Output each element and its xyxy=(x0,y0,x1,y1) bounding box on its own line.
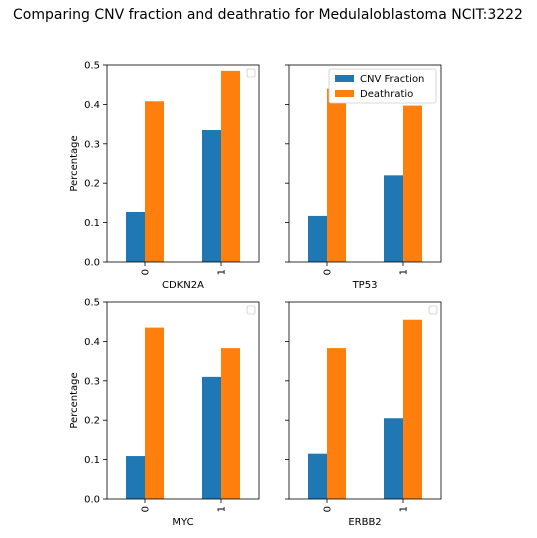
subplot-myc: 0.0 0.1 0.2 0.3 0.4 0.5 Percentage 0 1 MYC xyxy=(69,298,260,528)
y-tick-label: 0.5 xyxy=(84,61,100,72)
legend-swatch-cnv-fraction xyxy=(335,75,354,82)
bar-erbb2-deathratio-0 xyxy=(327,348,346,499)
bar-cdkn2a-cnv-fraction-0 xyxy=(126,211,145,262)
legend-label-cnv-fraction: CNV Fraction xyxy=(360,74,424,85)
x-tick-label: 0 xyxy=(323,506,334,512)
empty-legend-box xyxy=(246,305,256,315)
bar-myc-deathratio-0 xyxy=(145,327,164,499)
x-axis-label-myc: MYC xyxy=(172,517,193,528)
bar-tp53-cnv-fraction-0 xyxy=(308,215,327,262)
y-tick-label: 0.1 xyxy=(84,455,100,466)
y-tick-label: 0.2 xyxy=(84,416,100,427)
y-axis-label: Percentage xyxy=(69,135,80,191)
legend-label-deathratio: Deathratio xyxy=(360,89,413,100)
x-tick-label: 1 xyxy=(399,269,410,275)
y-axis-label: Percentage xyxy=(69,372,80,428)
plot-frame xyxy=(106,64,260,263)
x-axis-label-cdkn2a: CDKN2A xyxy=(162,280,204,291)
legend: CNV Fraction Deathratio xyxy=(328,68,437,104)
bar-tp53-deathratio-0 xyxy=(327,88,346,262)
x-axis-label-tp53: TP53 xyxy=(352,280,378,291)
bar-myc-cnv-fraction-0 xyxy=(126,456,145,499)
x-tick-label: 0 xyxy=(323,269,334,275)
bar-cdkn2a-cnv-fraction-1 xyxy=(202,130,221,262)
subplot-tp53: 0 1 TP53 CNV Fraction Deathratio xyxy=(285,64,442,291)
empty-legend-box xyxy=(246,68,256,78)
bar-myc-deathratio-1 xyxy=(221,348,240,499)
x-tick-label: 1 xyxy=(399,506,410,512)
y-tick-label: 0.3 xyxy=(84,376,100,387)
y-tick-label: 0.4 xyxy=(84,337,100,348)
bar-tp53-cnv-fraction-1 xyxy=(384,175,403,262)
x-tick-label: 1 xyxy=(217,506,228,512)
legend-swatch-deathratio xyxy=(335,90,354,97)
bar-erbb2-cnv-fraction-1 xyxy=(384,418,403,499)
plot-frame xyxy=(288,64,442,263)
x-tick-label: 0 xyxy=(141,506,152,512)
legend-box xyxy=(328,68,437,104)
y-tick-label: 0.2 xyxy=(84,179,100,190)
plot-frame xyxy=(288,301,442,500)
y-tick-label: 0.4 xyxy=(84,100,100,111)
bar-tp53-deathratio-1 xyxy=(403,105,422,262)
chart-title: Comparing CNV fraction and deathratio fo… xyxy=(13,7,523,23)
x-axis-label-erbb2: ERBB2 xyxy=(348,517,381,528)
subplots: 0.0 0.1 0.2 0.3 0.4 0.5 Percentage 0 1 CDKN2A 0 1 TP… xyxy=(69,61,442,528)
subplot-erbb2: 0 1 ERBB2 xyxy=(285,301,442,528)
y-tick-label: 0.0 xyxy=(84,495,100,506)
bar-erbb2-deathratio-1 xyxy=(403,319,422,499)
bar-cdkn2a-deathratio-0 xyxy=(145,101,164,262)
bar-erbb2-cnv-fraction-0 xyxy=(308,453,327,499)
plot-frame xyxy=(106,301,260,500)
bar-cdkn2a-deathratio-1 xyxy=(221,70,240,262)
subplot-cdkn2a: 0.0 0.1 0.2 0.3 0.4 0.5 Percentage 0 1 CDKN2A xyxy=(69,61,260,291)
y-tick-label: 0.3 xyxy=(84,139,100,150)
x-tick-label: 1 xyxy=(217,269,228,275)
x-tick-label: 0 xyxy=(141,269,152,275)
empty-legend-box xyxy=(428,305,438,315)
y-tick-label: 0.0 xyxy=(84,258,100,269)
y-tick-label: 0.5 xyxy=(84,298,100,309)
y-tick-label: 0.1 xyxy=(84,218,100,229)
bar-myc-cnv-fraction-1 xyxy=(202,376,221,499)
